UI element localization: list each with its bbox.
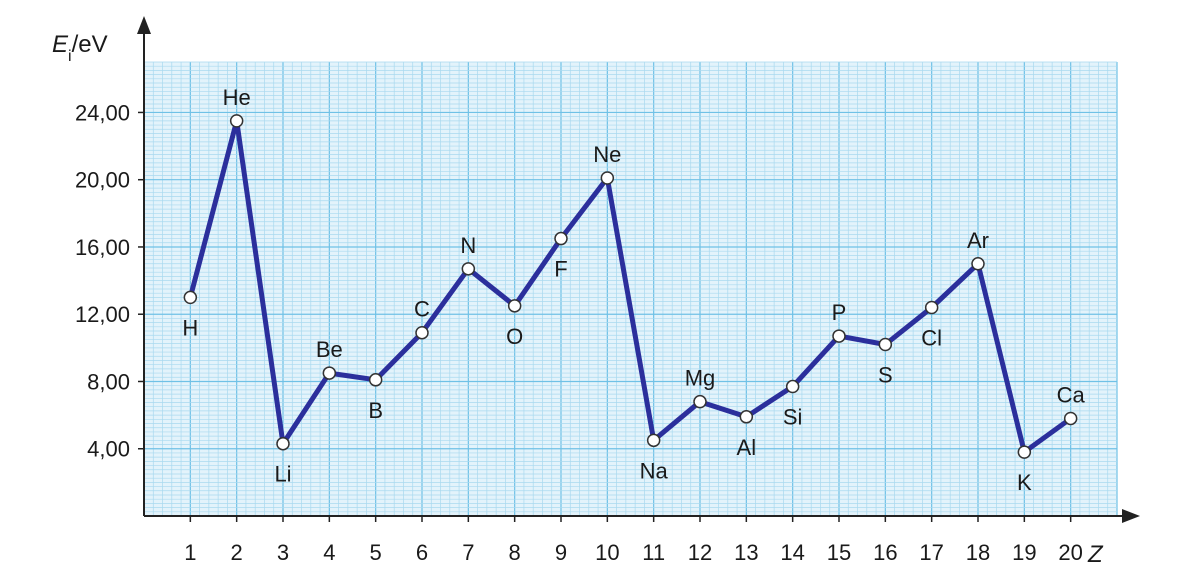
data-point: [368, 373, 383, 387]
y-axis-title-unit: /eV: [72, 31, 108, 58]
data-point: [924, 300, 939, 315]
x-tick-label: 4: [323, 540, 335, 565]
x-tick-label: 9: [555, 540, 567, 565]
x-tick-label: 20: [1058, 540, 1082, 565]
point-label: Si: [783, 405, 803, 430]
x-tick-label: 18: [966, 540, 990, 565]
data-series: [183, 114, 1078, 459]
data-point: [461, 262, 476, 276]
x-axis-arrow: [1122, 509, 1140, 523]
data-point: [1063, 411, 1078, 426]
x-tick-label: 15: [827, 540, 851, 565]
point-label: Na: [640, 458, 669, 483]
x-tick-label: 13: [734, 540, 758, 565]
data-point: [322, 366, 337, 380]
data-point: [183, 290, 198, 305]
point-label: Ne: [593, 142, 621, 167]
x-tick-label: 19: [1012, 540, 1036, 565]
point-label: B: [368, 398, 383, 423]
point-label: K: [1017, 470, 1032, 495]
point-label: Li: [274, 462, 291, 487]
point-label: Cl: [921, 325, 942, 350]
y-tick-label: 8,00: [87, 369, 130, 394]
point-label: C: [414, 297, 430, 322]
data-point: [785, 379, 800, 394]
point-label: H: [182, 315, 198, 340]
x-tick-label: 17: [919, 540, 943, 565]
data-point: [554, 231, 568, 246]
data-point: [832, 329, 846, 343]
y-tick-label: 4,00: [87, 437, 130, 462]
y-tick-label: 24,00: [75, 100, 130, 125]
point-label: He: [223, 85, 251, 110]
x-tick-label: 7: [462, 540, 474, 565]
point-label: Al: [737, 435, 757, 460]
x-tick-label: 5: [370, 540, 382, 565]
series-line: [187, 118, 1074, 455]
y-tick-label: 12,00: [75, 302, 130, 327]
point-label: Ca: [1057, 382, 1086, 407]
axes: Ei/eV Z: [52, 16, 1140, 568]
x-tick-label: 2: [231, 540, 243, 565]
x-tick-label: 16: [873, 540, 897, 565]
x-tick-label: 12: [688, 540, 712, 565]
point-label: Ar: [967, 228, 989, 253]
x-axis-title: Z: [1087, 541, 1104, 568]
data-point: [1017, 445, 1032, 459]
data-point: [971, 257, 985, 271]
data-point: [693, 394, 707, 409]
x-tick-label: 11: [642, 540, 665, 565]
grid: [143, 61, 1118, 517]
point-labels: H He Li Be B C N O F Ne Na Mg Al Si P S Cl Ar K Ca: [182, 85, 1085, 495]
point-label: F: [554, 257, 567, 282]
y-axis-arrow: [137, 16, 151, 34]
x-tick-label: 14: [780, 540, 804, 565]
x-tick-label: 8: [509, 540, 521, 565]
y-axis-title-main: E: [52, 31, 69, 58]
data-point: [646, 433, 661, 448]
data-point: [739, 410, 754, 424]
point-label: N: [460, 233, 476, 258]
data-point: [276, 436, 290, 451]
data-point: [415, 325, 429, 340]
y-axis-title: Ei/eV: [52, 31, 108, 65]
point-label: O: [506, 324, 523, 349]
data-point: [229, 114, 244, 128]
x-tick-label: 1: [184, 540, 196, 565]
y-tick-label: 16,00: [75, 235, 130, 260]
data-point: [600, 171, 615, 185]
point-label: S: [878, 362, 893, 387]
data-point: [878, 337, 893, 352]
x-tick-label: 6: [416, 540, 428, 565]
point-label: P: [832, 300, 847, 325]
point-label: Mg: [685, 366, 716, 391]
data-point: [507, 299, 522, 313]
x-tick-label: 10: [595, 540, 619, 565]
x-tick-label: 3: [277, 540, 289, 565]
point-label: Be: [316, 337, 343, 362]
y-tick-label: 20,00: [75, 168, 130, 193]
y-axis-title-sub: i: [68, 48, 72, 65]
